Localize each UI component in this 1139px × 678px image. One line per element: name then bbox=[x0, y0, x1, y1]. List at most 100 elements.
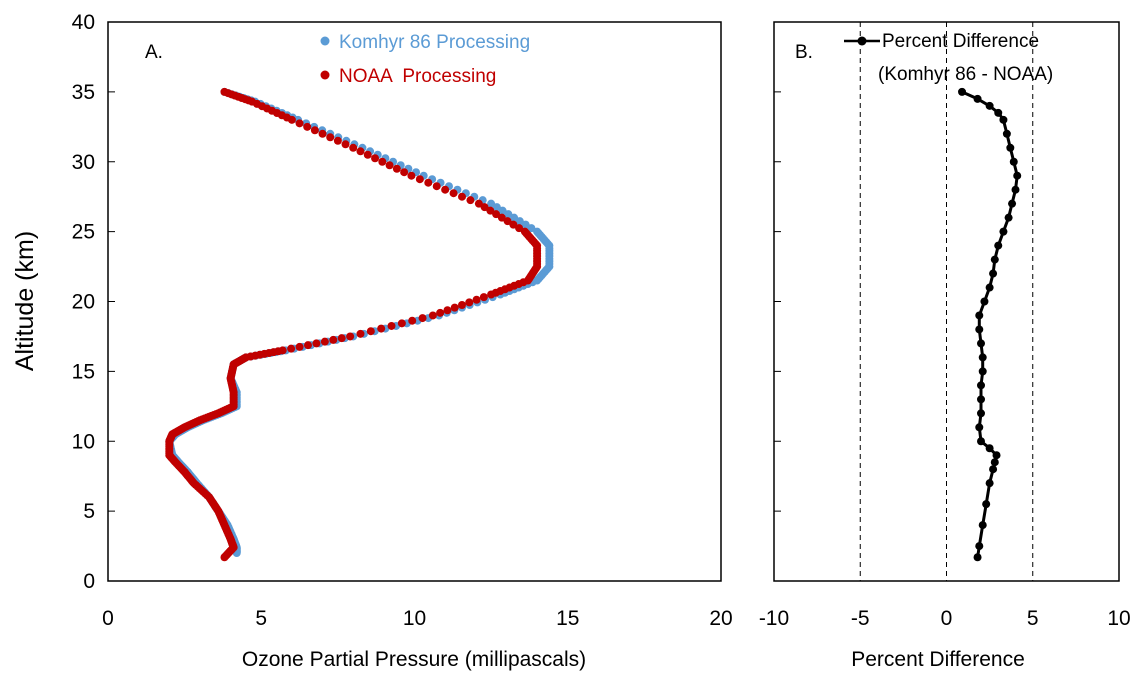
data-point bbox=[982, 500, 991, 509]
panel-b-x-tick-label: 10 bbox=[1107, 607, 1130, 630]
data-point bbox=[975, 542, 984, 551]
panel-a-x-tick-label: 0 bbox=[102, 607, 114, 630]
data-point bbox=[510, 213, 519, 222]
data-point bbox=[441, 185, 450, 194]
legend-marker-percent-difference bbox=[857, 36, 867, 46]
data-point bbox=[515, 224, 524, 233]
panel-b-label: B. bbox=[795, 42, 813, 63]
panel-b-x-axis-title: Percent Difference bbox=[851, 648, 1025, 671]
data-point bbox=[337, 334, 346, 343]
data-point bbox=[220, 87, 229, 96]
data-point bbox=[977, 409, 985, 418]
data-point bbox=[999, 115, 1008, 124]
data-point bbox=[349, 143, 358, 152]
data-point bbox=[466, 196, 475, 205]
data-point bbox=[418, 314, 427, 323]
data-point bbox=[985, 101, 994, 110]
data-point bbox=[985, 283, 994, 292]
data-point bbox=[363, 150, 372, 159]
data-point bbox=[504, 210, 513, 219]
data-point bbox=[303, 341, 312, 350]
data-point bbox=[515, 217, 524, 226]
data-point bbox=[990, 255, 999, 264]
data-point bbox=[407, 171, 416, 180]
panel-a-x-tick-label: 15 bbox=[556, 607, 579, 630]
data-point bbox=[472, 295, 481, 304]
data-point bbox=[341, 140, 350, 149]
panel-b-x-tick-label: -10 bbox=[759, 607, 789, 630]
data-point bbox=[465, 298, 474, 307]
data-point bbox=[975, 325, 984, 334]
panel-a-series-group bbox=[165, 87, 554, 562]
panel-a-label: A. bbox=[145, 42, 163, 63]
data-point bbox=[310, 126, 319, 135]
panel-a-y-tick-label: 20 bbox=[72, 291, 95, 314]
data-point bbox=[498, 206, 507, 215]
data-point bbox=[1004, 213, 1013, 222]
data-point bbox=[326, 133, 335, 142]
data-point bbox=[346, 332, 355, 341]
panel-a-x-tick-label: 10 bbox=[403, 607, 426, 630]
data-point bbox=[424, 178, 433, 187]
data-point bbox=[449, 189, 458, 198]
data-point bbox=[287, 344, 296, 353]
data-point bbox=[371, 154, 380, 163]
data-point bbox=[999, 227, 1008, 236]
data-point bbox=[377, 324, 386, 333]
data-point bbox=[977, 339, 985, 348]
data-point bbox=[978, 367, 987, 376]
data-point bbox=[520, 227, 529, 236]
panel-a-y-tick-label: 0 bbox=[83, 570, 95, 593]
data-point bbox=[1006, 143, 1015, 152]
panel-a-y-tick-label: 10 bbox=[72, 430, 95, 453]
panel-a-x-tick-label: 20 bbox=[709, 607, 732, 630]
panel-b-y-axis bbox=[774, 21, 781, 582]
data-point bbox=[487, 199, 496, 208]
data-point bbox=[450, 303, 459, 312]
data-point bbox=[333, 136, 342, 145]
data-point bbox=[400, 168, 409, 177]
data-point bbox=[480, 203, 489, 212]
data-point bbox=[958, 87, 967, 96]
panel-b: -10 -5 0 5 10 B. Percent Difference (Komhyr … bbox=[759, 21, 1131, 671]
panel-a-y-tick-label: 40 bbox=[72, 11, 95, 34]
panel-a-x-tick-label: 5 bbox=[255, 607, 267, 630]
panel-a-y-tick-label: 25 bbox=[72, 221, 95, 244]
panel-a-x-axis: 0 5 10 15 20 bbox=[102, 607, 733, 630]
data-point bbox=[436, 308, 445, 317]
data-point bbox=[356, 329, 365, 338]
panel-a: 0 5 10 15 20 25 30 35 40 0 5 10 15 20 A. Komhyr 86 P… bbox=[11, 11, 733, 671]
data-point bbox=[497, 213, 506, 222]
data-point bbox=[521, 220, 530, 229]
data-point bbox=[1008, 199, 1017, 208]
data-point bbox=[415, 175, 424, 184]
data-point bbox=[1002, 129, 1011, 138]
data-point bbox=[492, 203, 501, 212]
panel-a-y-tick-label: 5 bbox=[83, 500, 95, 523]
data-point bbox=[533, 227, 542, 236]
data-point bbox=[509, 220, 518, 229]
panel-b-x-axis: -10 -5 0 5 10 bbox=[759, 607, 1131, 630]
data-point bbox=[973, 94, 982, 103]
data-point bbox=[378, 157, 387, 166]
data-point bbox=[443, 306, 452, 315]
data-point bbox=[303, 122, 312, 131]
data-point bbox=[385, 161, 394, 170]
data-point bbox=[990, 458, 999, 467]
panel-a-y-tick-label: 15 bbox=[72, 360, 95, 383]
data-point bbox=[994, 108, 1003, 117]
panel-b-reference-lines bbox=[859, 22, 1034, 581]
data-point bbox=[295, 119, 304, 128]
data-point bbox=[408, 316, 417, 325]
legend-label-percent-difference: Percent Difference bbox=[882, 31, 1039, 52]
data-point bbox=[278, 346, 287, 355]
panel-a-y-axis-title: Altitude (km) bbox=[11, 231, 39, 371]
data-point bbox=[985, 444, 994, 453]
data-point bbox=[527, 224, 536, 233]
data-point bbox=[980, 297, 989, 306]
panel-a-plot-area bbox=[107, 21, 722, 582]
data-point bbox=[295, 342, 304, 351]
data-point bbox=[503, 217, 512, 226]
data-point bbox=[492, 210, 501, 219]
